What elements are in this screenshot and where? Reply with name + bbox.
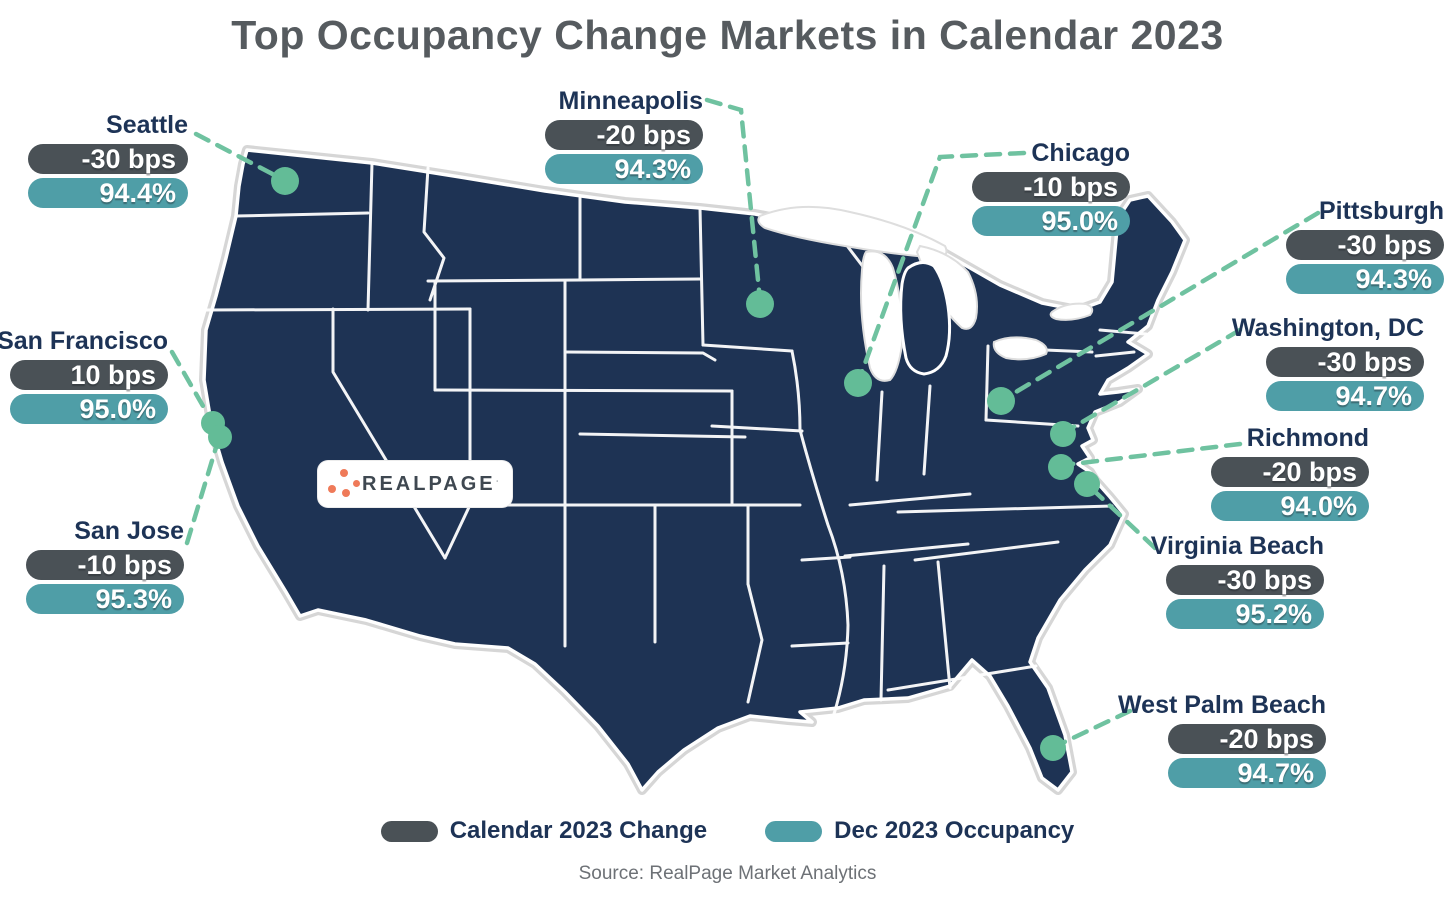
legend-label-occupancy: Dec 2023 Occupancy: [834, 817, 1075, 844]
change-pill: -30 bps: [1166, 565, 1324, 595]
market-name: Seattle: [106, 111, 188, 139]
occupancy-pill: 95.2%: [1166, 599, 1324, 629]
market-name: Washington, DC: [1231, 314, 1424, 342]
market-richmond: Richmond -20 bps 94.0%: [1211, 423, 1369, 521]
market-name: San Francisco: [0, 327, 168, 355]
leader-line-minneapolis: [704, 97, 763, 303]
change-pill: -30 bps: [1266, 347, 1424, 377]
occupancy-pill: 94.3%: [1286, 264, 1444, 294]
market-dot-west-palm-beach: [1040, 735, 1066, 761]
leader-line-pittsburgh: [1001, 210, 1321, 402]
change-pill: -10 bps: [972, 172, 1130, 202]
market-name: Minneapolis: [558, 87, 703, 115]
market-dot-washington-dc: [1050, 421, 1076, 447]
market-name: Chicago: [1031, 139, 1130, 167]
occupancy-pill: 94.3%: [545, 154, 703, 184]
logo-trademark-tick: ʾ: [495, 479, 499, 489]
change-pill: -20 bps: [1168, 724, 1326, 754]
market-dot-virginia-beach: [1074, 471, 1100, 497]
market-west-palm-beach: West Palm Beach -20 bps 94.7%: [1118, 690, 1326, 788]
market-dot-chicago: [844, 369, 872, 397]
market-minneapolis: Minneapolis -20 bps 94.3%: [545, 86, 703, 184]
change-pill: 10 bps: [10, 360, 168, 390]
michigan-peninsula: [899, 261, 952, 376]
change-pill: -20 bps: [1211, 457, 1369, 487]
leader-line-richmond: [1061, 441, 1243, 468]
market-pittsburgh: Pittsburgh -30 bps 94.3%: [1286, 196, 1444, 294]
occupancy-pill: 94.0%: [1211, 491, 1369, 521]
logo-dot-icon: [353, 480, 360, 487]
source-credit: Source: RealPage Market Analytics: [578, 863, 877, 884]
occupancy-pill: 94.7%: [1266, 381, 1424, 411]
change-pill: -10 bps: [26, 550, 184, 580]
legend-item-occupancy: Dec 2023 Occupancy: [765, 817, 1074, 845]
leader-line-san-francisco: [169, 349, 214, 423]
market-virginia-beach: Virginia Beach -30 bps 95.2%: [1151, 531, 1324, 629]
market-dot-minneapolis: [746, 290, 774, 318]
logo-dot-icon: [340, 469, 348, 477]
market-dots: [201, 167, 1100, 761]
logo-dot-icon: [328, 485, 336, 493]
legend-item-change: Calendar 2023 Change: [380, 817, 708, 845]
realpage-logo: REALPAGE ʾ: [318, 461, 512, 507]
market-name: Pittsburgh: [1319, 197, 1444, 225]
change-pill: -30 bps: [1286, 230, 1444, 260]
market-name: San Jose: [74, 517, 184, 545]
leader-line-west-palm-beach: [1053, 708, 1133, 749]
page-title: Top Occupancy Change Markets in Calendar…: [231, 12, 1224, 58]
lake-erie: [992, 336, 1048, 361]
legend-label-change: Calendar 2023 Change: [449, 817, 708, 844]
legend: Calendar 2023 Change Dec 2023 Occupancy: [0, 817, 1455, 845]
market-dot-pittsburgh: [987, 387, 1015, 415]
market-dot-seattle: [271, 167, 299, 195]
leader-line-san-jose: [184, 438, 221, 546]
lake-ontario: [1049, 302, 1094, 321]
logo-wordmark: REALPAGE: [362, 472, 496, 495]
market-san-jose: San Jose -10 bps 95.3%: [26, 516, 184, 614]
state-borders: [203, 161, 1148, 716]
legend-swatch-occupancy: [765, 820, 823, 842]
market-name: Virginia Beach: [1150, 532, 1324, 560]
market-san-francisco: San Francisco 10 bps 95.0%: [0, 326, 168, 424]
change-pill: -20 bps: [545, 120, 703, 150]
market-chicago: Chicago -10 bps 95.0%: [972, 138, 1130, 236]
occupancy-pill: 94.4%: [28, 178, 188, 208]
logo-dot-icon: [342, 489, 350, 497]
occupancy-pill: 95.0%: [972, 206, 1130, 236]
change-pill: -30 bps: [28, 144, 188, 174]
leader-line-chicago: [856, 150, 1027, 383]
occupancy-pill: 95.3%: [26, 584, 184, 614]
market-dot-san-jose: [208, 425, 232, 449]
market-dot-richmond: [1048, 454, 1074, 480]
market-name: Richmond: [1246, 424, 1369, 452]
legend-swatch-change: [380, 820, 438, 842]
leader-line-washington-dc: [1062, 327, 1243, 435]
market-seattle: Seattle -30 bps 94.4%: [28, 110, 188, 208]
occupancy-pill: 94.7%: [1168, 758, 1326, 788]
leader-line-seattle: [193, 131, 287, 183]
leader-line-virginia-beach: [1087, 484, 1158, 551]
market-name: West Palm Beach: [1118, 691, 1326, 719]
occupancy-pill: 95.0%: [10, 394, 168, 424]
market-washington-dc: Washington, DC -30 bps 94.7%: [1232, 313, 1424, 411]
leader-lines: [169, 97, 1321, 749]
